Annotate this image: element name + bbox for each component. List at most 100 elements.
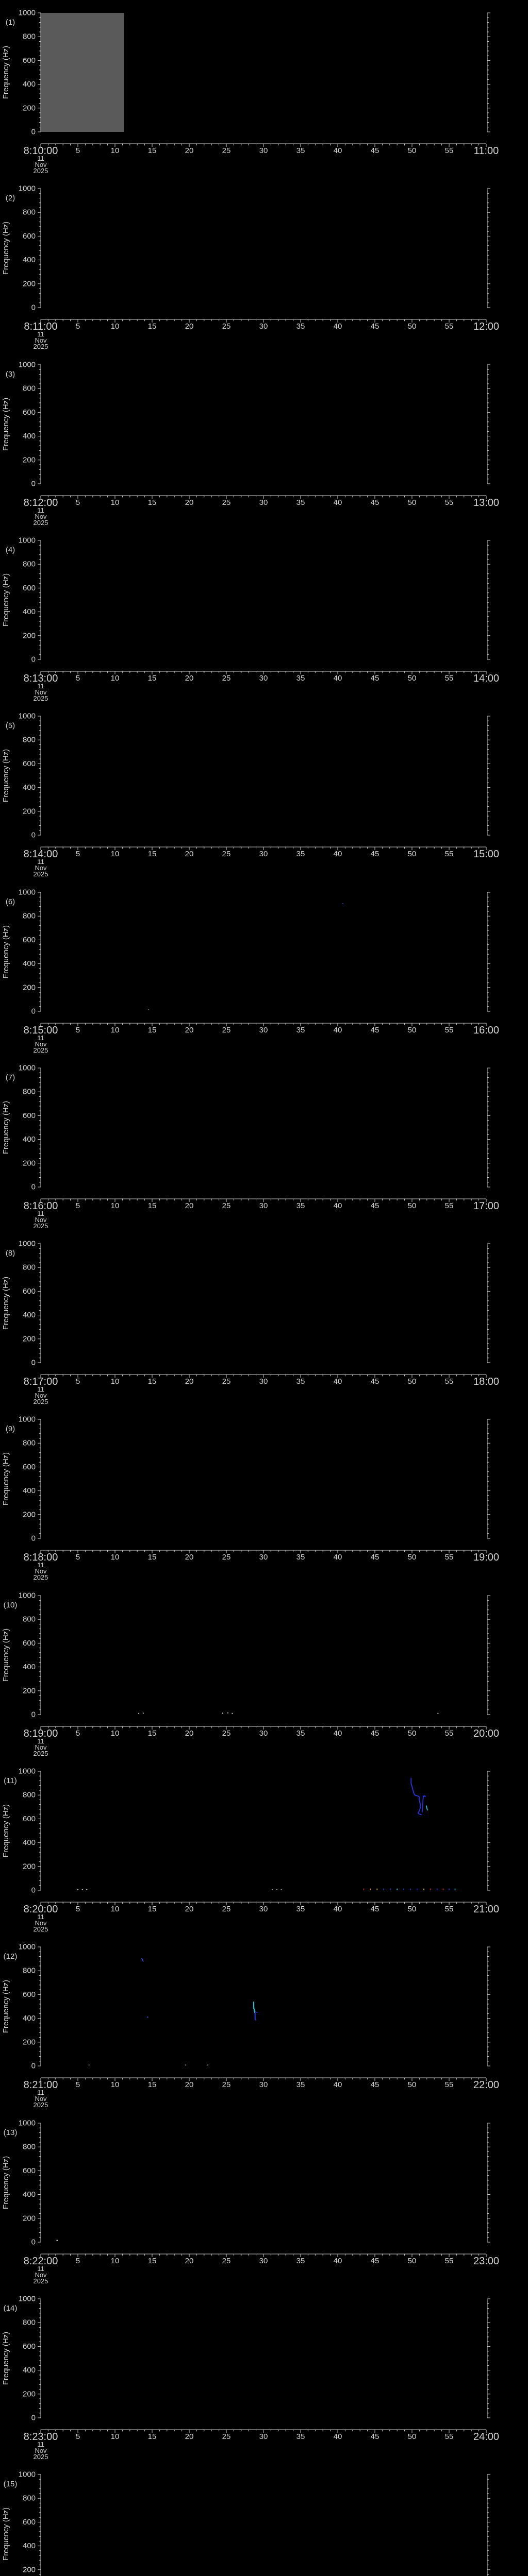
svg-text:2025: 2025 <box>34 2277 48 2285</box>
svg-text:45: 45 <box>371 146 380 155</box>
svg-text:600: 600 <box>23 232 36 241</box>
svg-text:25: 25 <box>222 146 231 155</box>
svg-text:400: 400 <box>23 607 36 616</box>
svg-text:800: 800 <box>23 32 36 41</box>
svg-text:800: 800 <box>23 208 36 217</box>
svg-text:20: 20 <box>185 850 194 858</box>
svg-text:14:00: 14:00 <box>473 673 499 684</box>
svg-text:800: 800 <box>23 736 36 744</box>
svg-text:55: 55 <box>445 1553 454 1562</box>
svg-text:10: 10 <box>111 1201 120 1210</box>
svg-text:20: 20 <box>185 674 194 683</box>
svg-text:5: 5 <box>76 146 80 155</box>
svg-text:15: 15 <box>148 674 157 683</box>
svg-text:2025: 2025 <box>34 694 48 702</box>
svg-text:600: 600 <box>23 1639 36 1648</box>
svg-text:30: 30 <box>259 1905 268 1913</box>
svg-text:45: 45 <box>371 1553 380 1562</box>
svg-text:30: 30 <box>259 2080 268 2089</box>
svg-text:5: 5 <box>76 322 80 331</box>
svg-text:(7): (7) <box>6 1073 15 1082</box>
svg-text:22:00: 22:00 <box>473 2079 499 2091</box>
svg-text:50: 50 <box>408 674 417 683</box>
svg-text:2025: 2025 <box>34 167 48 175</box>
svg-text:5: 5 <box>76 674 80 683</box>
svg-text:(1): (1) <box>6 18 15 27</box>
svg-text:400: 400 <box>23 80 36 89</box>
svg-text:0: 0 <box>31 2062 36 2071</box>
svg-text:Frequency (Hz): Frequency (Hz) <box>2 2332 10 2385</box>
svg-text:30: 30 <box>259 2257 268 2265</box>
svg-text:10: 10 <box>111 1553 120 1562</box>
svg-text:15: 15 <box>148 1905 157 1913</box>
svg-text:(4): (4) <box>6 546 15 554</box>
svg-text:2025: 2025 <box>34 343 48 350</box>
svg-text:15: 15 <box>148 1729 157 1738</box>
svg-text:0: 0 <box>31 2238 36 2246</box>
svg-text:35: 35 <box>296 2257 305 2265</box>
svg-text:30: 30 <box>259 1553 268 1562</box>
svg-text:0: 0 <box>31 655 36 664</box>
svg-text:35: 35 <box>296 850 305 858</box>
svg-text:200: 200 <box>23 2389 36 2398</box>
svg-text:200: 200 <box>23 280 36 289</box>
svg-text:50: 50 <box>408 1905 417 1913</box>
svg-text:13:00: 13:00 <box>473 497 499 509</box>
svg-text:24:00: 24:00 <box>473 2431 499 2443</box>
svg-text:50: 50 <box>408 2080 417 2089</box>
svg-text:55: 55 <box>445 2080 454 2089</box>
svg-text:2025: 2025 <box>34 2101 48 2109</box>
svg-text:40: 40 <box>334 1026 342 1035</box>
svg-text:2025: 2025 <box>34 519 48 527</box>
svg-text:45: 45 <box>371 1905 380 1913</box>
svg-text:45: 45 <box>371 1026 380 1035</box>
svg-text:10: 10 <box>111 146 120 155</box>
svg-text:50: 50 <box>408 1377 417 1386</box>
svg-text:30: 30 <box>259 322 268 331</box>
svg-text:600: 600 <box>23 1463 36 1471</box>
svg-text:25: 25 <box>222 1553 231 1562</box>
svg-text:800: 800 <box>23 1615 36 1623</box>
svg-text:5: 5 <box>76 1905 80 1913</box>
svg-text:1000: 1000 <box>19 1767 36 1776</box>
svg-text:20:00: 20:00 <box>473 1728 499 1739</box>
svg-text:55: 55 <box>445 850 454 858</box>
svg-text:40: 40 <box>334 850 342 858</box>
svg-text:2025: 2025 <box>34 1398 48 1405</box>
svg-text:30: 30 <box>259 2432 268 2441</box>
svg-text:15: 15 <box>148 1553 157 1562</box>
svg-text:(3): (3) <box>6 370 15 379</box>
svg-text:1000: 1000 <box>19 888 36 896</box>
svg-text:Frequency (Hz): Frequency (Hz) <box>2 222 10 275</box>
svg-text:10: 10 <box>111 850 120 858</box>
svg-text:55: 55 <box>445 322 454 331</box>
svg-text:5: 5 <box>76 2257 80 2265</box>
svg-text:15: 15 <box>148 498 157 507</box>
svg-text:2025: 2025 <box>34 1925 48 1933</box>
svg-text:2025: 2025 <box>34 1046 48 1054</box>
svg-text:200: 200 <box>23 1159 36 1167</box>
svg-text:400: 400 <box>23 1838 36 1847</box>
svg-text:15: 15 <box>148 1377 157 1386</box>
svg-text:35: 35 <box>296 1026 305 1035</box>
svg-text:400: 400 <box>23 1311 36 1319</box>
svg-text:800: 800 <box>23 1439 36 1448</box>
svg-text:15: 15 <box>148 1201 157 1210</box>
svg-text:0: 0 <box>31 1710 36 1719</box>
svg-text:25: 25 <box>222 1377 231 1386</box>
svg-text:35: 35 <box>296 1729 305 1738</box>
svg-text:(14): (14) <box>4 2304 18 2313</box>
svg-text:20: 20 <box>185 2080 194 2089</box>
svg-text:600: 600 <box>23 584 36 592</box>
svg-text:5: 5 <box>76 2432 80 2441</box>
svg-text:21:00: 21:00 <box>473 1904 499 1915</box>
svg-text:55: 55 <box>445 674 454 683</box>
svg-text:(9): (9) <box>6 1425 15 1433</box>
svg-text:40: 40 <box>334 1729 342 1738</box>
svg-text:5: 5 <box>76 1729 80 1738</box>
svg-text:5: 5 <box>76 1553 80 1562</box>
svg-text:10: 10 <box>111 1377 120 1386</box>
svg-text:400: 400 <box>23 783 36 792</box>
svg-text:35: 35 <box>296 2432 305 2441</box>
svg-text:5: 5 <box>76 1201 80 1210</box>
